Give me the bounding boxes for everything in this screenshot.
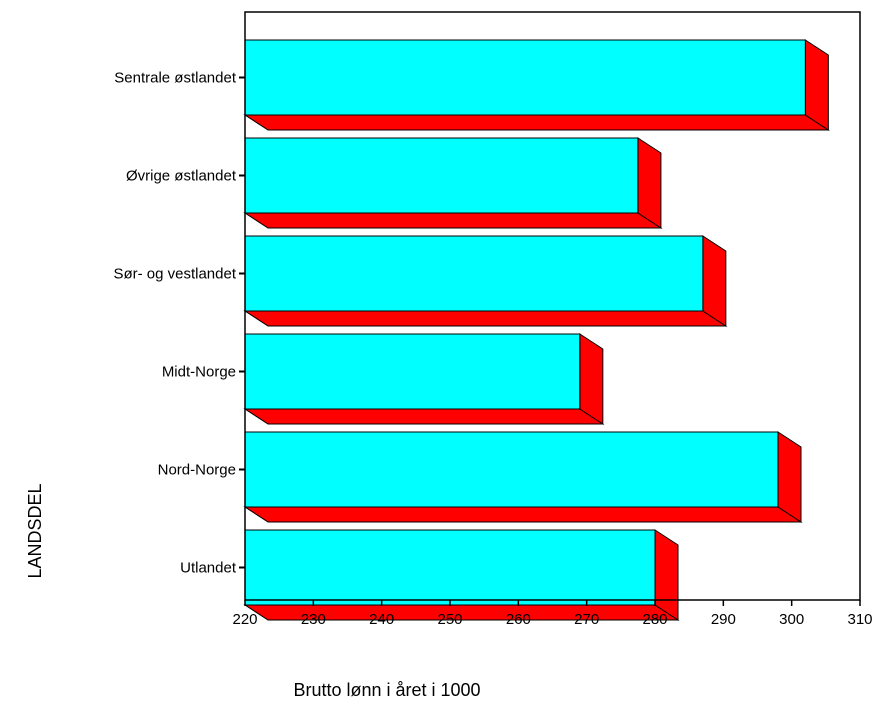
x-tick-label: 280	[642, 611, 667, 628]
x-tick-label: 240	[369, 611, 394, 628]
bar-end-face	[702, 235, 727, 327]
bar	[243, 137, 663, 229]
bar-bottom-face	[243, 114, 831, 131]
x-tick-label: 230	[301, 611, 326, 628]
bar	[243, 39, 831, 131]
x-tick-label: 270	[574, 611, 599, 628]
bar-end-face	[777, 431, 802, 523]
bar-end-face	[804, 39, 829, 131]
bar-front-face	[244, 137, 639, 214]
bar-bottom-face	[243, 506, 803, 523]
bar-front-face	[244, 235, 704, 312]
y-axis-title: LANDSDEL	[25, 483, 45, 578]
category-label: Øvrige østlandet	[126, 168, 237, 185]
category-ticks: Sentrale østlandet Øvrige østlandet Sør- o…	[113, 70, 245, 577]
bar-front-face	[244, 431, 779, 508]
bar-layer	[243, 39, 831, 621]
x-tick-label: 250	[437, 611, 462, 628]
x-tick-label: 220	[232, 611, 257, 628]
bar-front-face	[244, 333, 581, 410]
category-label: Sør- og vestlandet	[113, 266, 236, 283]
bar-bottom-face	[243, 408, 605, 425]
bar	[243, 529, 680, 621]
bar-end-face	[654, 529, 679, 621]
bar-front-face	[244, 529, 656, 606]
x-tick-label: 260	[506, 611, 531, 628]
bar	[243, 235, 728, 327]
category-label: Sentrale østlandet	[114, 70, 237, 87]
x-axis-ticks: 220 230 240 250 260 270 280 290 300 310	[232, 600, 873, 628]
bar-bottom-face	[243, 212, 663, 229]
x-tick-label: 300	[779, 611, 804, 628]
category-label: Nord-Norge	[158, 462, 236, 479]
bar-end-face	[579, 333, 604, 425]
bar-bottom-face	[243, 310, 728, 327]
bar-end-face	[637, 137, 662, 229]
category-label: Utlandet	[180, 560, 237, 577]
category-label: Midt-Norge	[162, 364, 236, 381]
bar-front-face	[244, 39, 806, 116]
x-axis-title: Brutto lønn i året i 1000	[293, 680, 480, 700]
x-tick-label: 290	[711, 611, 736, 628]
bar	[243, 333, 605, 425]
plot-frame	[244, 11, 861, 601]
bar	[243, 431, 803, 523]
x-tick-label: 310	[847, 611, 872, 628]
